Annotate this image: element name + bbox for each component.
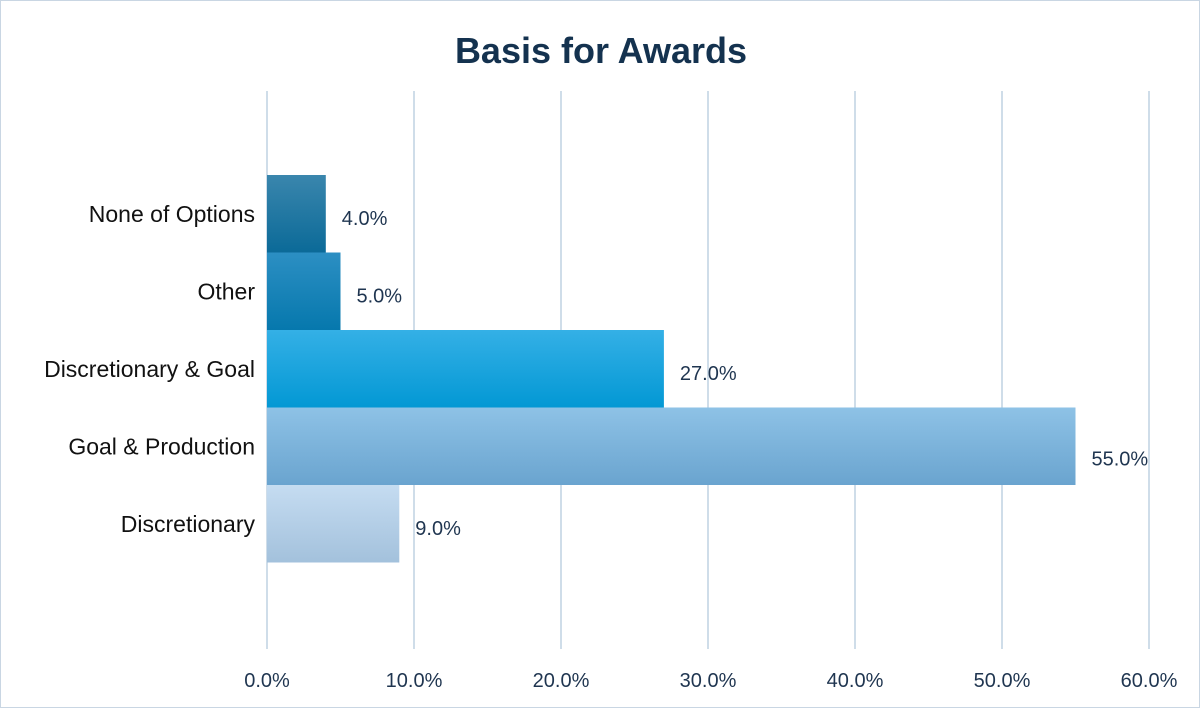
x-tick-label-6: 60.0% [1121, 670, 1178, 692]
x-tick-label-0: 0.0% [244, 670, 290, 692]
bar-1 [267, 252, 341, 330]
category-label-0: None of Options [89, 201, 255, 227]
data-labels: 4.0% 5.0% 27.0% 55.0% 9.0% [342, 208, 1149, 540]
x-tick-label-5: 50.0% [974, 670, 1031, 692]
bar-3 [267, 407, 1076, 485]
bar-0 [267, 175, 326, 253]
x-tick-label-3: 30.0% [680, 670, 737, 692]
data-label-4: 9.0% [415, 518, 461, 540]
bars [267, 175, 1076, 563]
bar-2 [267, 330, 664, 408]
x-tick-label-2: 20.0% [533, 670, 590, 692]
category-label-3: Goal & Production [68, 433, 255, 459]
chart-title: Basis for Awards [455, 30, 747, 71]
bar-4 [267, 485, 400, 563]
data-label-3: 55.0% [1092, 449, 1149, 471]
category-label-2: Discretionary & Goal [44, 356, 255, 382]
category-labels: None of Options Other Discretionary & Goal… [44, 201, 255, 537]
category-label-4: Discretionary [121, 511, 256, 537]
data-label-2: 27.0% [680, 363, 737, 385]
category-label-1: Other [197, 278, 255, 304]
data-label-1: 5.0% [357, 285, 403, 307]
x-tick-label-1: 10.0% [386, 670, 443, 692]
x-tick-label-4: 40.0% [827, 670, 884, 692]
x-tick-labels: 0.0% 10.0% 20.0% 30.0% 40.0% 50.0% 60.0% [244, 670, 1177, 692]
data-label-0: 4.0% [342, 208, 388, 230]
